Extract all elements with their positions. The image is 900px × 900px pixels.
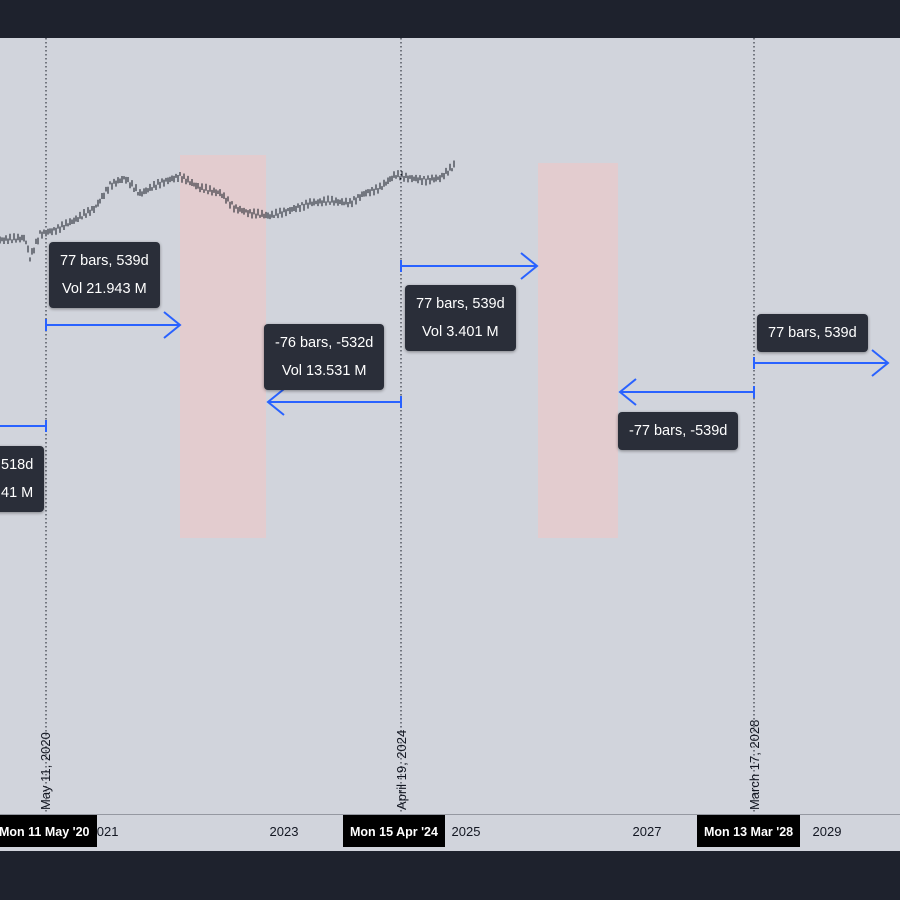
measure-arrow-head — [618, 378, 637, 406]
measure-arrow-3 — [400, 252, 539, 280]
measure-tooltip-2: -76 bars, -532d Vol 13.531 M — [264, 324, 385, 390]
vline-label-2028: March 17, 2028 — [747, 719, 762, 810]
measure-arrow-head — [266, 388, 285, 416]
measure-tooltip-4: -77 bars, -539d — [618, 412, 739, 450]
date-flag-2024: Mon 15 Apr '24 — [343, 815, 445, 847]
measure-tooltip-1-line1: 77 bars, 539d — [60, 253, 149, 269]
measure-tooltip-5-line1: 77 bars, 539d — [768, 325, 857, 341]
chart-overlay — [0, 38, 890, 814]
measure-arrow-5 — [753, 349, 890, 377]
measure-tooltip-2-line2: Vol 13.531 M — [281, 363, 367, 379]
measure-tooltip-5: 77 bars, 539d — [757, 314, 868, 352]
measure-tooltip-3-line2: Vol 3.401 M — [422, 324, 499, 340]
date-flag-2020: Mon 11 May '20 — [0, 815, 97, 847]
measure-arrow-head — [163, 311, 182, 339]
highlight-zone-1 — [180, 155, 266, 538]
tick-label-2029: 2029 — [812, 824, 842, 839]
measure-tooltip-6: 518d 41 M — [0, 446, 45, 512]
measure-tooltip-6-line2: 41 M — [1, 485, 34, 501]
measure-arrow-2 — [266, 388, 402, 416]
chart-area[interactable]: May 11, 2020 April 19, 2024 March 17, 20… — [0, 38, 900, 814]
measure-tooltip-1-line2: Vol 21.943 M — [62, 281, 147, 297]
date-flag-2028: Mon 13 Mar '28 — [697, 815, 801, 847]
time-axis[interactable]: 2021 2023 2025 2027 2029 Mon 11 May '20 … — [0, 814, 900, 851]
measure-arrow-1 — [45, 311, 182, 339]
measure-arrow-4 — [618, 378, 755, 406]
measure-tooltip-6-line1: 518d — [1, 457, 34, 473]
vline-label-2024: April 19, 2024 — [394, 729, 409, 810]
measure-tooltip-3: 77 bars, 539d Vol 3.401 M — [405, 285, 516, 351]
tick-label-2021: 2021 — [89, 824, 119, 839]
vline-label-2020: May 11, 2020 — [38, 732, 53, 810]
tick-label-2025: 2025 — [451, 824, 481, 839]
measure-tooltip-2-line1: -76 bars, -532d — [275, 335, 374, 351]
measure-tooltip-4-line1: -77 bars, -539d — [629, 423, 728, 439]
measure-arrow-head — [520, 252, 539, 280]
measure-tooltip-1: 77 bars, 539d Vol 21.943 M — [49, 242, 160, 308]
measure-arrow-head — [871, 349, 890, 377]
highlight-zone-2 — [538, 163, 618, 538]
tick-label-2027: 2027 — [632, 824, 662, 839]
measure-arrow-6 — [0, 420, 47, 432]
measure-tooltip-3-line1: 77 bars, 539d — [416, 296, 505, 312]
tick-label-2023: 2023 — [269, 824, 299, 839]
